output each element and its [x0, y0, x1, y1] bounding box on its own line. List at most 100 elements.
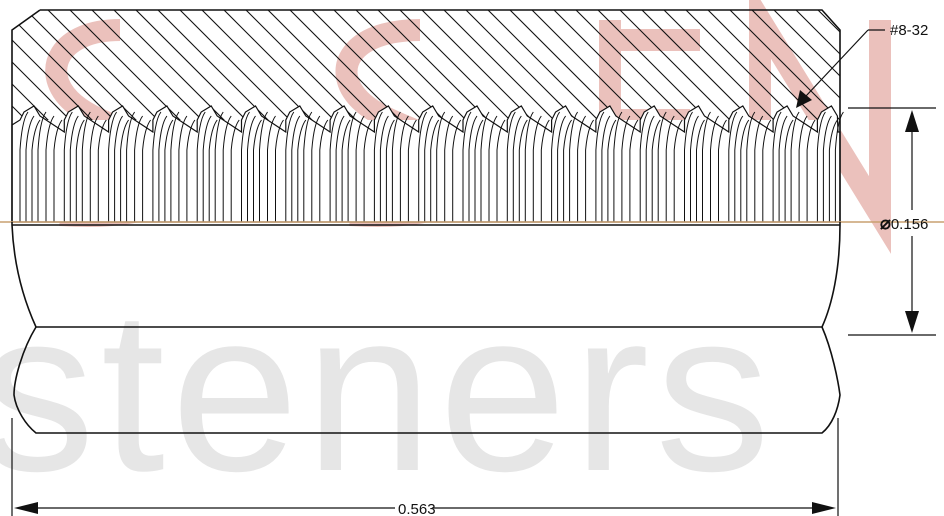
thread-crest-line: [214, 111, 224, 222]
thread-crest-line: [297, 119, 307, 222]
thread-crest-line: [152, 111, 162, 222]
thread-crest-line: [158, 115, 168, 222]
thread-profile: [11, 105, 841, 223]
thread-crest-line: [114, 115, 124, 222]
thread-crest-line: [291, 115, 301, 222]
thread-crest-line: [468, 115, 478, 222]
thread-crest-line: [186, 119, 196, 222]
thread-crest-line: [391, 111, 401, 222]
thread-crest-line: [319, 119, 329, 222]
thread-crest-line: [702, 111, 711, 222]
thread-crest-line: [407, 119, 417, 222]
thread-crest-line: [25, 115, 35, 222]
thread-crest-line: [540, 119, 550, 222]
thread-crest-line: [399, 115, 409, 222]
thread-crest-line: [69, 115, 79, 222]
thread-crest-line: [142, 119, 152, 222]
thread-crest-line: [488, 115, 498, 222]
thread-region: [11, 105, 844, 223]
thread-crest-line: [551, 111, 561, 222]
thread-crest-line: [569, 111, 579, 222]
thread-crest-line: [19, 111, 29, 222]
thread-crest-line: [222, 115, 232, 222]
thread-crest-line: [341, 119, 351, 222]
thread-crest-line: [355, 115, 365, 222]
thread-crest-line: [285, 111, 295, 222]
thread-crest-line: [311, 115, 321, 222]
thread-crest-line: [53, 119, 63, 222]
diameter-value: 0.156: [891, 216, 929, 233]
thread-crest-line: [418, 111, 428, 222]
thread-crest-line: [512, 115, 522, 222]
thread-crest-line: [430, 119, 440, 222]
thread-crest-line: [120, 119, 130, 222]
thread-crest-line: [196, 111, 206, 222]
thread-callout: #8-32: [890, 22, 928, 39]
hatch-line: [795, 10, 840, 222]
thread-crest-line: [347, 111, 357, 222]
thread-crest-line: [629, 119, 639, 222]
length-value: 0.563: [398, 501, 436, 516]
thread-crest-line: [97, 119, 107, 222]
thread-crest-line: [718, 119, 727, 222]
thread-crest-line: [247, 115, 256, 222]
diameter-arrow-bottom: [905, 311, 919, 333]
thread-crest-line: [728, 111, 738, 222]
thread-crest-line: [684, 111, 693, 222]
thread-crest-line: [81, 111, 91, 222]
thread-crest-line: [734, 115, 744, 222]
thread-crest-line: [673, 119, 683, 222]
thread-crest-line: [657, 111, 667, 222]
thread-crest-line: [816, 111, 826, 222]
diameter-arrow-top: [905, 110, 919, 132]
thread-crest-line: [31, 119, 41, 222]
thread-crest-line: [170, 111, 180, 222]
thread-crest-line: [834, 111, 844, 222]
hatch-line: [773, 10, 840, 222]
thread-crest-line: [563, 119, 573, 222]
thread-crest-line: [424, 115, 434, 222]
thread-crest-line: [613, 111, 623, 222]
thread-crest-line: [178, 115, 188, 222]
thread-crest-line: [621, 115, 631, 222]
thread-crest-line: [651, 119, 661, 222]
hatch-line: [839, 10, 840, 222]
diameter-symbol: ⌀: [880, 213, 891, 233]
thread-crest-line: [806, 119, 816, 222]
thread-crest-line: [63, 111, 73, 222]
thread-callout-leader: [805, 29, 885, 97]
thread-crest-line: [496, 119, 506, 222]
thread-crest-line: [202, 115, 212, 222]
thread-crest-line: [524, 111, 534, 222]
length-arrow-right: [812, 502, 836, 514]
thread-crest-line: [506, 111, 516, 222]
thread-crest-line: [778, 115, 788, 222]
thread-crest-line: [474, 119, 484, 222]
length-dimension: [11, 418, 839, 516]
thread-crest-line: [601, 115, 611, 222]
thread-crest-line: [710, 115, 719, 222]
thread-crest-line: [253, 119, 262, 222]
body-outline-top: [11, 9, 841, 222]
thread-crest-line: [241, 111, 250, 222]
thread-crest-line: [208, 119, 218, 222]
thread-crest-line: [585, 119, 595, 222]
thread-crest-line: [746, 111, 756, 222]
thread-crest-line: [126, 111, 136, 222]
thread-crest-line: [696, 119, 705, 222]
thread-crest-line: [645, 115, 655, 222]
thread-crest-line: [230, 119, 240, 222]
thread-crest-line: [828, 119, 838, 222]
thread-crest-line: [822, 115, 832, 222]
diameter-label: ⌀0.156: [880, 213, 928, 233]
thread-crest-line: [108, 111, 118, 222]
thread-crest-line: [518, 119, 528, 222]
thread-crest-line: [436, 111, 446, 222]
thread-crest-line: [665, 115, 675, 222]
thread-crest-line: [532, 115, 542, 222]
thread-crest-line: [373, 111, 383, 222]
thread-crest-line: [452, 119, 462, 222]
thread-crest-line: [385, 119, 395, 222]
